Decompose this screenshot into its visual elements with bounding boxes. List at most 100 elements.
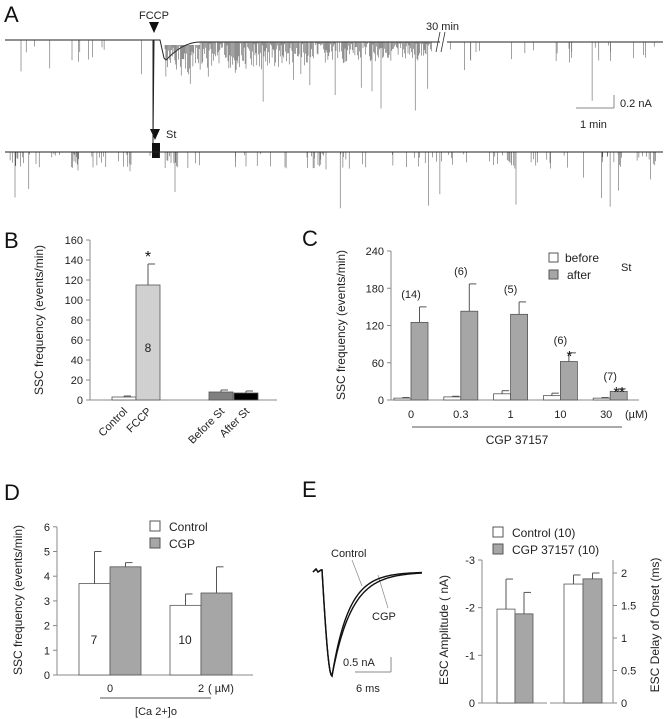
b-bar xyxy=(208,391,234,401)
b-y-tick-label: 120 xyxy=(65,275,83,287)
panel-a-traces: FCCP 30 min St 0.2 nA 1 min xyxy=(5,10,663,209)
b-y-tick-label: 20 xyxy=(71,375,83,387)
d-legend-label: Control xyxy=(169,520,208,534)
c-x-tick-label: 1 xyxy=(508,409,514,421)
c-before-bar xyxy=(493,393,512,401)
e-delay-y-tick-label: 1 xyxy=(621,633,627,645)
spontaneous-currents xyxy=(9,40,656,209)
e-delay-0-bar xyxy=(563,583,584,704)
c-legend-label: after xyxy=(567,268,591,282)
d-n-label: 10 xyxy=(178,633,192,647)
d-y-tick-label: 0 xyxy=(44,670,50,682)
d-legend-swatch xyxy=(149,537,161,549)
trace-1 xyxy=(5,39,440,144)
panel-label-e: E xyxy=(302,477,317,502)
b-y-tick-label: 100 xyxy=(65,295,83,307)
e-control-label: Control xyxy=(331,548,366,560)
c-x-tick-label: 10 xyxy=(554,409,566,421)
d-Control-bar xyxy=(169,604,202,676)
c-n-label: (7) xyxy=(603,371,616,383)
panel-b-chart: SSC frequency (events/min) 0 20 40 60 80 100 1… xyxy=(32,235,277,447)
b-ylabel: SSC frequency (events/min) xyxy=(32,245,46,395)
e-legend-swatch xyxy=(492,526,504,538)
panel-d-chart: SSC frequency (events/min) [Ca 2+]o 0 1 2 3… xyxy=(11,520,253,718)
d-x-tick-label: 2 xyxy=(198,683,204,695)
c-n-label: (6) xyxy=(554,335,567,347)
scale-current-label: 0.2 nA xyxy=(620,98,652,110)
e-amp-y-tick-label: -3 xyxy=(465,555,475,567)
d-y-tick-label: 4 xyxy=(44,571,50,583)
esc-trace-cgp xyxy=(312,567,423,678)
c-x-tick-label: 30 xyxy=(600,409,612,421)
c-legend-label: before xyxy=(565,251,599,265)
d-Control-bar xyxy=(78,583,111,676)
b-y-tick-label: 0 xyxy=(77,395,83,407)
e-amp-ylabel: ESC Amplitude ( nA) xyxy=(437,575,451,685)
c-unit-label: (µM) xyxy=(625,409,648,421)
c-legend-swatch xyxy=(548,269,559,280)
c-y-tick-label: 60 xyxy=(372,358,384,370)
e-delay-1-bar xyxy=(582,578,603,704)
panel-e: Control CGP 0.5 nA 6 ms ESC Amplitude ( … xyxy=(312,526,662,710)
b-x-tick-label: FCCP xyxy=(124,406,154,436)
e-delay-y-tick-label: 2 xyxy=(621,568,627,580)
d-y-tick-label: 3 xyxy=(44,596,50,608)
break-label: 30 min xyxy=(426,21,459,33)
d-unit-label: ( µM) xyxy=(208,683,234,695)
e-delay-y-tick-label: 1.5 xyxy=(621,601,636,613)
c-after-bar xyxy=(510,313,529,401)
b-y-tick-label: 80 xyxy=(71,315,83,327)
b-x-tick-label: Before St xyxy=(186,406,227,447)
panel-c-chart: SSC frequency (events/min) CGP 37157 St … xyxy=(334,246,648,447)
e-amp-0-bar xyxy=(496,608,516,704)
d-y-tick-label: 2 xyxy=(44,621,50,633)
fccp-arrow-icon xyxy=(149,22,159,33)
d-y-tick-label: 5 xyxy=(44,547,50,559)
b-significance: * xyxy=(145,249,151,266)
c-legend-swatch xyxy=(548,252,559,263)
e-amp-1-bar xyxy=(514,613,534,704)
b-n-label: 8 xyxy=(145,341,152,355)
c-before-bar xyxy=(443,396,462,401)
panel-label-c: C xyxy=(302,226,318,251)
b-y-tick-label: 40 xyxy=(71,355,83,367)
c-after-bar xyxy=(410,321,429,401)
d-xlabel: [Ca 2+]o xyxy=(135,706,177,718)
c-before-bar xyxy=(543,395,561,401)
c-ylabel: SSC frequency (events/min) xyxy=(334,250,348,400)
e-scale-current-label: 0.5 nA xyxy=(343,657,375,669)
c-n-label: (5) xyxy=(504,284,517,296)
st-label: St xyxy=(166,129,176,141)
d-x-tick-label: 0 xyxy=(107,683,113,695)
panel-label-b: B xyxy=(4,228,19,253)
c-y-tick-label: 180 xyxy=(366,283,384,295)
break-mark-icon xyxy=(435,31,446,53)
c-after-bar xyxy=(560,361,578,401)
c-after-bar xyxy=(460,310,479,401)
st-arrow-icon xyxy=(150,129,160,140)
d-ylabel: SSC frequency (events/min) xyxy=(11,525,25,675)
e-legend-label: CGP 37157 (10) xyxy=(512,543,599,557)
e-delay-y-tick-label: 0.5 xyxy=(621,666,636,678)
b-bar xyxy=(111,396,137,401)
e-legend-label: Control (10) xyxy=(512,526,575,540)
e-amp-y-tick-label: -1 xyxy=(465,650,475,662)
b-y-tick-label: 140 xyxy=(65,255,83,267)
e-delay-y-tick-label: 0 xyxy=(621,698,627,710)
e-legend-swatch xyxy=(492,543,504,555)
b-x-tick-label: Control xyxy=(97,406,131,440)
c-y-tick-label: 0 xyxy=(378,395,384,407)
e-scale-time-label: 6 ms xyxy=(356,683,380,695)
b-y-tick-label: 160 xyxy=(65,235,83,247)
c-xlabel: CGP 37157 xyxy=(486,433,549,447)
d-legend-label: CGP xyxy=(169,537,195,551)
c-n-label: (6) xyxy=(454,266,467,278)
e-delay-ylabel: ESC Delay of Onset (ms) xyxy=(648,558,662,693)
d-CGP-bar xyxy=(200,592,233,676)
c-before-bar xyxy=(393,397,412,401)
scale-time-label: 1 min xyxy=(580,119,607,131)
d-y-tick-label: 6 xyxy=(44,522,50,534)
c-y-tick-label: 240 xyxy=(366,246,384,258)
c-significance: * xyxy=(566,348,572,365)
